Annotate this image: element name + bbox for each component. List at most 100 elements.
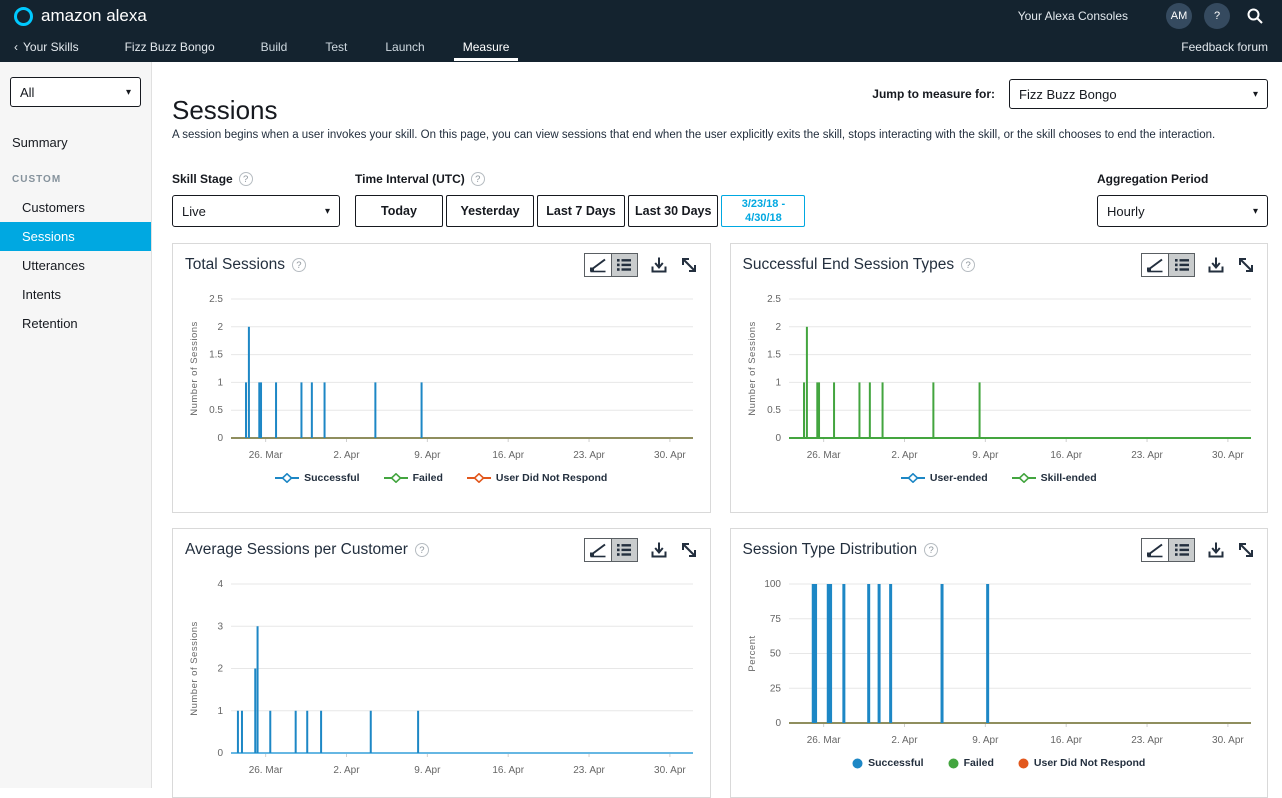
legend-item[interactable]: User Did Not Respond bbox=[1018, 757, 1145, 769]
line-chart-view-button[interactable] bbox=[1142, 254, 1168, 276]
legend-item[interactable]: Failed bbox=[948, 757, 994, 769]
download-chart-button[interactable] bbox=[1207, 541, 1225, 559]
expand-chart-button[interactable] bbox=[1237, 256, 1255, 274]
amazon-alexa-logo[interactable]: amazon alexa bbox=[14, 6, 147, 26]
brand-text: amazon alexa bbox=[41, 6, 147, 26]
table-view-button[interactable] bbox=[611, 539, 637, 561]
sidebar-item-utterances[interactable]: Utterances bbox=[0, 251, 151, 280]
legend-item[interactable]: Successful bbox=[852, 757, 923, 769]
svg-text:1.5: 1.5 bbox=[209, 350, 223, 361]
time-last-7-days-button[interactable]: Last 7 Days bbox=[537, 195, 625, 227]
table-view-icon bbox=[1172, 541, 1192, 559]
download-icon bbox=[650, 256, 668, 274]
chart-legend: Successful Failed User Did Not Respond bbox=[743, 757, 1256, 769]
legend-circle-marker bbox=[1018, 758, 1029, 769]
chart-help-icon[interactable] bbox=[415, 543, 429, 557]
legend-label: Failed bbox=[413, 472, 443, 484]
tab-launch[interactable]: Launch bbox=[385, 32, 424, 62]
skill-stage-select[interactable]: Live bbox=[172, 195, 340, 227]
legend-item[interactable]: Failed bbox=[384, 472, 443, 484]
skill-stage-label: Skill Stage bbox=[172, 172, 233, 186]
chart-help-icon[interactable] bbox=[961, 258, 975, 272]
aggregation-period-select[interactable]: Hourly bbox=[1097, 195, 1268, 227]
time-last-30-days-button[interactable]: Last 30 Days bbox=[628, 195, 718, 227]
svg-text:9. Apr: 9. Apr bbox=[972, 735, 999, 746]
legend-circle-marker bbox=[852, 758, 863, 769]
tab-build[interactable]: Build bbox=[261, 32, 288, 62]
tab-test[interactable]: Test bbox=[325, 32, 347, 62]
legend-label: Failed bbox=[964, 757, 994, 769]
expand-chart-button[interactable] bbox=[680, 541, 698, 559]
download-chart-button[interactable] bbox=[1207, 256, 1225, 274]
table-view-button[interactable] bbox=[611, 254, 637, 276]
feedback-forum-link[interactable]: Feedback forum bbox=[1181, 40, 1268, 54]
chart-card-total-sessions: Total Sessions bbox=[172, 243, 711, 513]
search-icon bbox=[1246, 7, 1264, 25]
legend-item[interactable]: User Did Not Respond bbox=[467, 472, 607, 484]
sidebar-item-customers[interactable]: Customers bbox=[0, 193, 151, 222]
svg-text:30. Apr: 30. Apr bbox=[1212, 450, 1244, 461]
svg-text:2. Apr: 2. Apr bbox=[891, 450, 918, 461]
sidebar-item-intents[interactable]: Intents bbox=[0, 280, 151, 309]
expand-chart-button[interactable] bbox=[1237, 541, 1255, 559]
legend-label: User-ended bbox=[930, 472, 988, 484]
svg-text:100: 100 bbox=[764, 579, 781, 590]
legend-line-diamond-marker bbox=[384, 473, 408, 483]
search-button[interactable] bbox=[1242, 3, 1268, 29]
time-yesterday-button[interactable]: Yesterday bbox=[446, 195, 534, 227]
your-alexa-consoles-link[interactable]: Your Alexa Consoles bbox=[1018, 9, 1128, 23]
table-view-icon bbox=[614, 256, 634, 274]
download-chart-button[interactable] bbox=[650, 256, 668, 274]
legend-item[interactable]: User-ended bbox=[901, 472, 988, 484]
svg-text:0: 0 bbox=[775, 718, 781, 729]
chart-help-icon[interactable] bbox=[924, 543, 938, 557]
sidebar-item-summary[interactable]: Summary bbox=[0, 127, 151, 158]
download-icon bbox=[1207, 256, 1225, 274]
chart-view-toggle bbox=[584, 253, 638, 277]
line-chart-view-button[interactable] bbox=[585, 539, 611, 561]
line-chart-icon bbox=[588, 541, 608, 559]
svg-text:16. Apr: 16. Apr bbox=[492, 450, 524, 461]
expand-icon bbox=[1237, 256, 1255, 274]
legend-label: User Did Not Respond bbox=[1034, 757, 1145, 769]
skill-stage-help-icon[interactable] bbox=[239, 172, 253, 186]
svg-text:25: 25 bbox=[769, 683, 781, 694]
chart-card-average-sessions-per-customer: Average Sessions per Customer bbox=[172, 528, 711, 798]
table-view-button[interactable] bbox=[1168, 254, 1194, 276]
table-view-button[interactable] bbox=[1168, 539, 1194, 561]
line-chart-view-button[interactable] bbox=[1142, 539, 1168, 561]
header-help-button[interactable]: ? bbox=[1204, 3, 1230, 29]
sidebar-item-retention[interactable]: Retention bbox=[0, 309, 151, 338]
svg-text:Number of Sessions: Number of Sessions bbox=[189, 621, 200, 716]
svg-text:0: 0 bbox=[217, 748, 223, 759]
legend-item[interactable]: Skill-ended bbox=[1012, 472, 1097, 484]
svg-text:23. Apr: 23. Apr bbox=[1131, 450, 1163, 461]
line-chart-view-button[interactable] bbox=[585, 254, 611, 276]
avatar[interactable]: AM bbox=[1166, 3, 1192, 29]
legend-item[interactable]: Successful bbox=[275, 472, 359, 484]
expand-chart-button[interactable] bbox=[680, 256, 698, 274]
time-today-button[interactable]: Today bbox=[355, 195, 443, 227]
time-interval-help-icon[interactable] bbox=[471, 172, 485, 186]
chart-title: Average Sessions per Customer bbox=[185, 541, 408, 559]
back-to-your-skills-link[interactable]: ‹ Your Skills bbox=[14, 40, 79, 54]
chart-help-icon[interactable] bbox=[292, 258, 306, 272]
expand-icon bbox=[1237, 541, 1255, 559]
jump-to-measure-label: Jump to measure for: bbox=[872, 87, 995, 101]
time-custom-range-button[interactable]: 3/23/18 - 4/30/18 bbox=[721, 195, 805, 227]
sidebar-item-sessions[interactable]: Sessions bbox=[0, 222, 151, 251]
jump-skill-select[interactable]: Fizz Buzz Bongo bbox=[1009, 79, 1268, 109]
tab-measure[interactable]: Measure bbox=[463, 32, 510, 62]
sidebar: All Summary CUSTOM Customers Sessions Ut… bbox=[0, 62, 152, 788]
legend-line-diamond-marker bbox=[275, 473, 299, 483]
svg-text:2.5: 2.5 bbox=[209, 294, 223, 305]
svg-text:50: 50 bbox=[769, 649, 781, 660]
svg-text:1: 1 bbox=[217, 706, 223, 717]
svg-text:16. Apr: 16. Apr bbox=[492, 765, 524, 776]
sidebar-filter-select[interactable]: All bbox=[10, 77, 141, 107]
download-chart-button[interactable] bbox=[650, 541, 668, 559]
download-icon bbox=[650, 541, 668, 559]
svg-text:2.5: 2.5 bbox=[767, 294, 781, 305]
